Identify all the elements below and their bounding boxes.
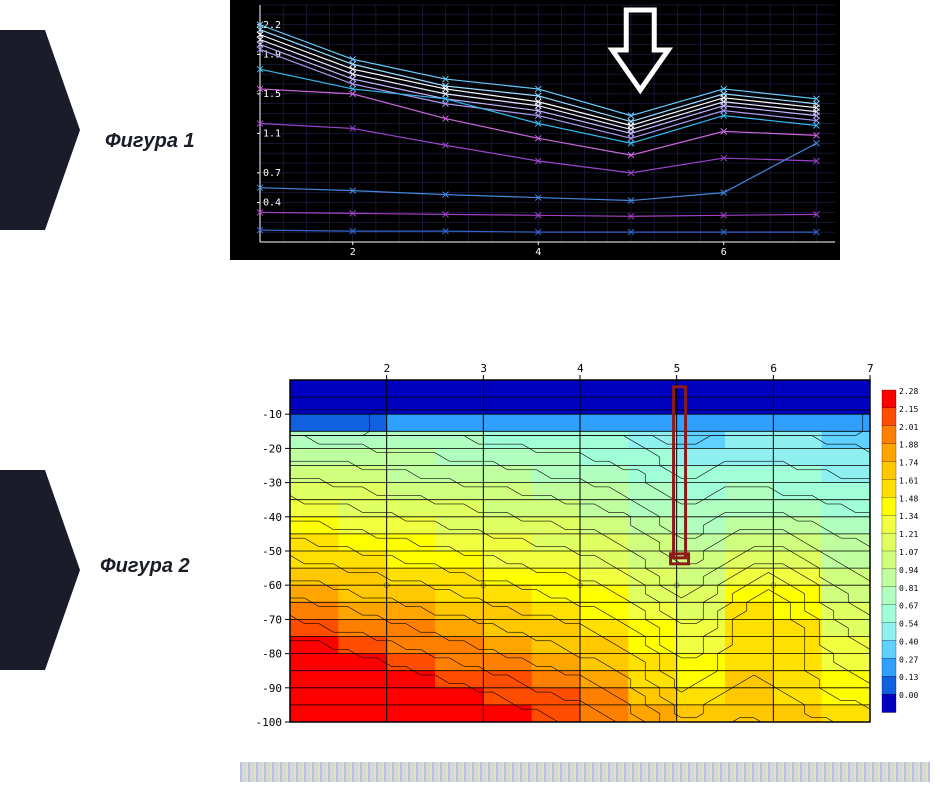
svg-text:4: 4	[535, 247, 541, 258]
hex-shape	[0, 30, 80, 230]
svg-text:2.01: 2.01	[899, 423, 918, 432]
svg-text:-60: -60	[262, 579, 282, 592]
svg-text:2: 2	[350, 247, 356, 258]
svg-text:0.94: 0.94	[899, 566, 918, 575]
figure1-badge	[0, 30, 120, 230]
svg-text:-100: -100	[256, 716, 283, 729]
svg-text:0.40: 0.40	[899, 637, 918, 646]
svg-text:0.13: 0.13	[899, 673, 918, 682]
svg-text:6: 6	[721, 247, 727, 258]
svg-text:-40: -40	[262, 511, 282, 524]
svg-text:7: 7	[867, 362, 874, 375]
svg-text:-70: -70	[262, 613, 282, 626]
svg-text:0.81: 0.81	[899, 584, 918, 593]
svg-text:0.54: 0.54	[899, 620, 918, 629]
svg-text:1.88: 1.88	[899, 441, 918, 450]
svg-text:0.4: 0.4	[263, 198, 281, 209]
svg-text:1.48: 1.48	[899, 494, 918, 503]
svg-text:1.34: 1.34	[899, 512, 918, 521]
figure2-chart: 2 3 4 5 6 7 -10 -20 -30 -40 -50 -60 -70 -80 -90 -100 2.2…	[240, 360, 930, 730]
decorative-strip	[240, 762, 930, 782]
svg-text:-50: -50	[262, 545, 282, 558]
svg-text:2.15: 2.15	[899, 405, 918, 414]
svg-text:0.00: 0.00	[899, 691, 918, 700]
svg-text:0.7: 0.7	[263, 168, 281, 179]
svg-text:1.1: 1.1	[263, 128, 281, 139]
svg-text:4: 4	[577, 362, 584, 375]
svg-text:-90: -90	[262, 682, 282, 695]
svg-text:5: 5	[674, 362, 681, 375]
hex-shape	[0, 470, 80, 670]
figure1-chart: 2.21.91.51.10.70.4246	[230, 0, 840, 260]
svg-text:2.28: 2.28	[899, 387, 918, 396]
svg-text:1.21: 1.21	[899, 530, 918, 539]
svg-text:1.74: 1.74	[899, 459, 918, 468]
svg-text:-30: -30	[262, 477, 282, 490]
svg-text:3: 3	[480, 362, 487, 375]
svg-text:0.27: 0.27	[899, 655, 918, 664]
svg-text:0.67: 0.67	[899, 602, 918, 611]
svg-text:1.07: 1.07	[899, 548, 918, 557]
figure1-label: Фигура 1	[105, 130, 195, 153]
svg-text:2: 2	[384, 362, 391, 375]
svg-text:6: 6	[770, 362, 777, 375]
svg-text:1.5: 1.5	[263, 89, 281, 100]
figure2-label: Фигура 2	[100, 555, 190, 578]
svg-text:1.61: 1.61	[899, 476, 918, 485]
svg-text:-80: -80	[262, 648, 282, 661]
svg-text:-20: -20	[262, 442, 282, 455]
svg-text:-10: -10	[262, 408, 282, 421]
